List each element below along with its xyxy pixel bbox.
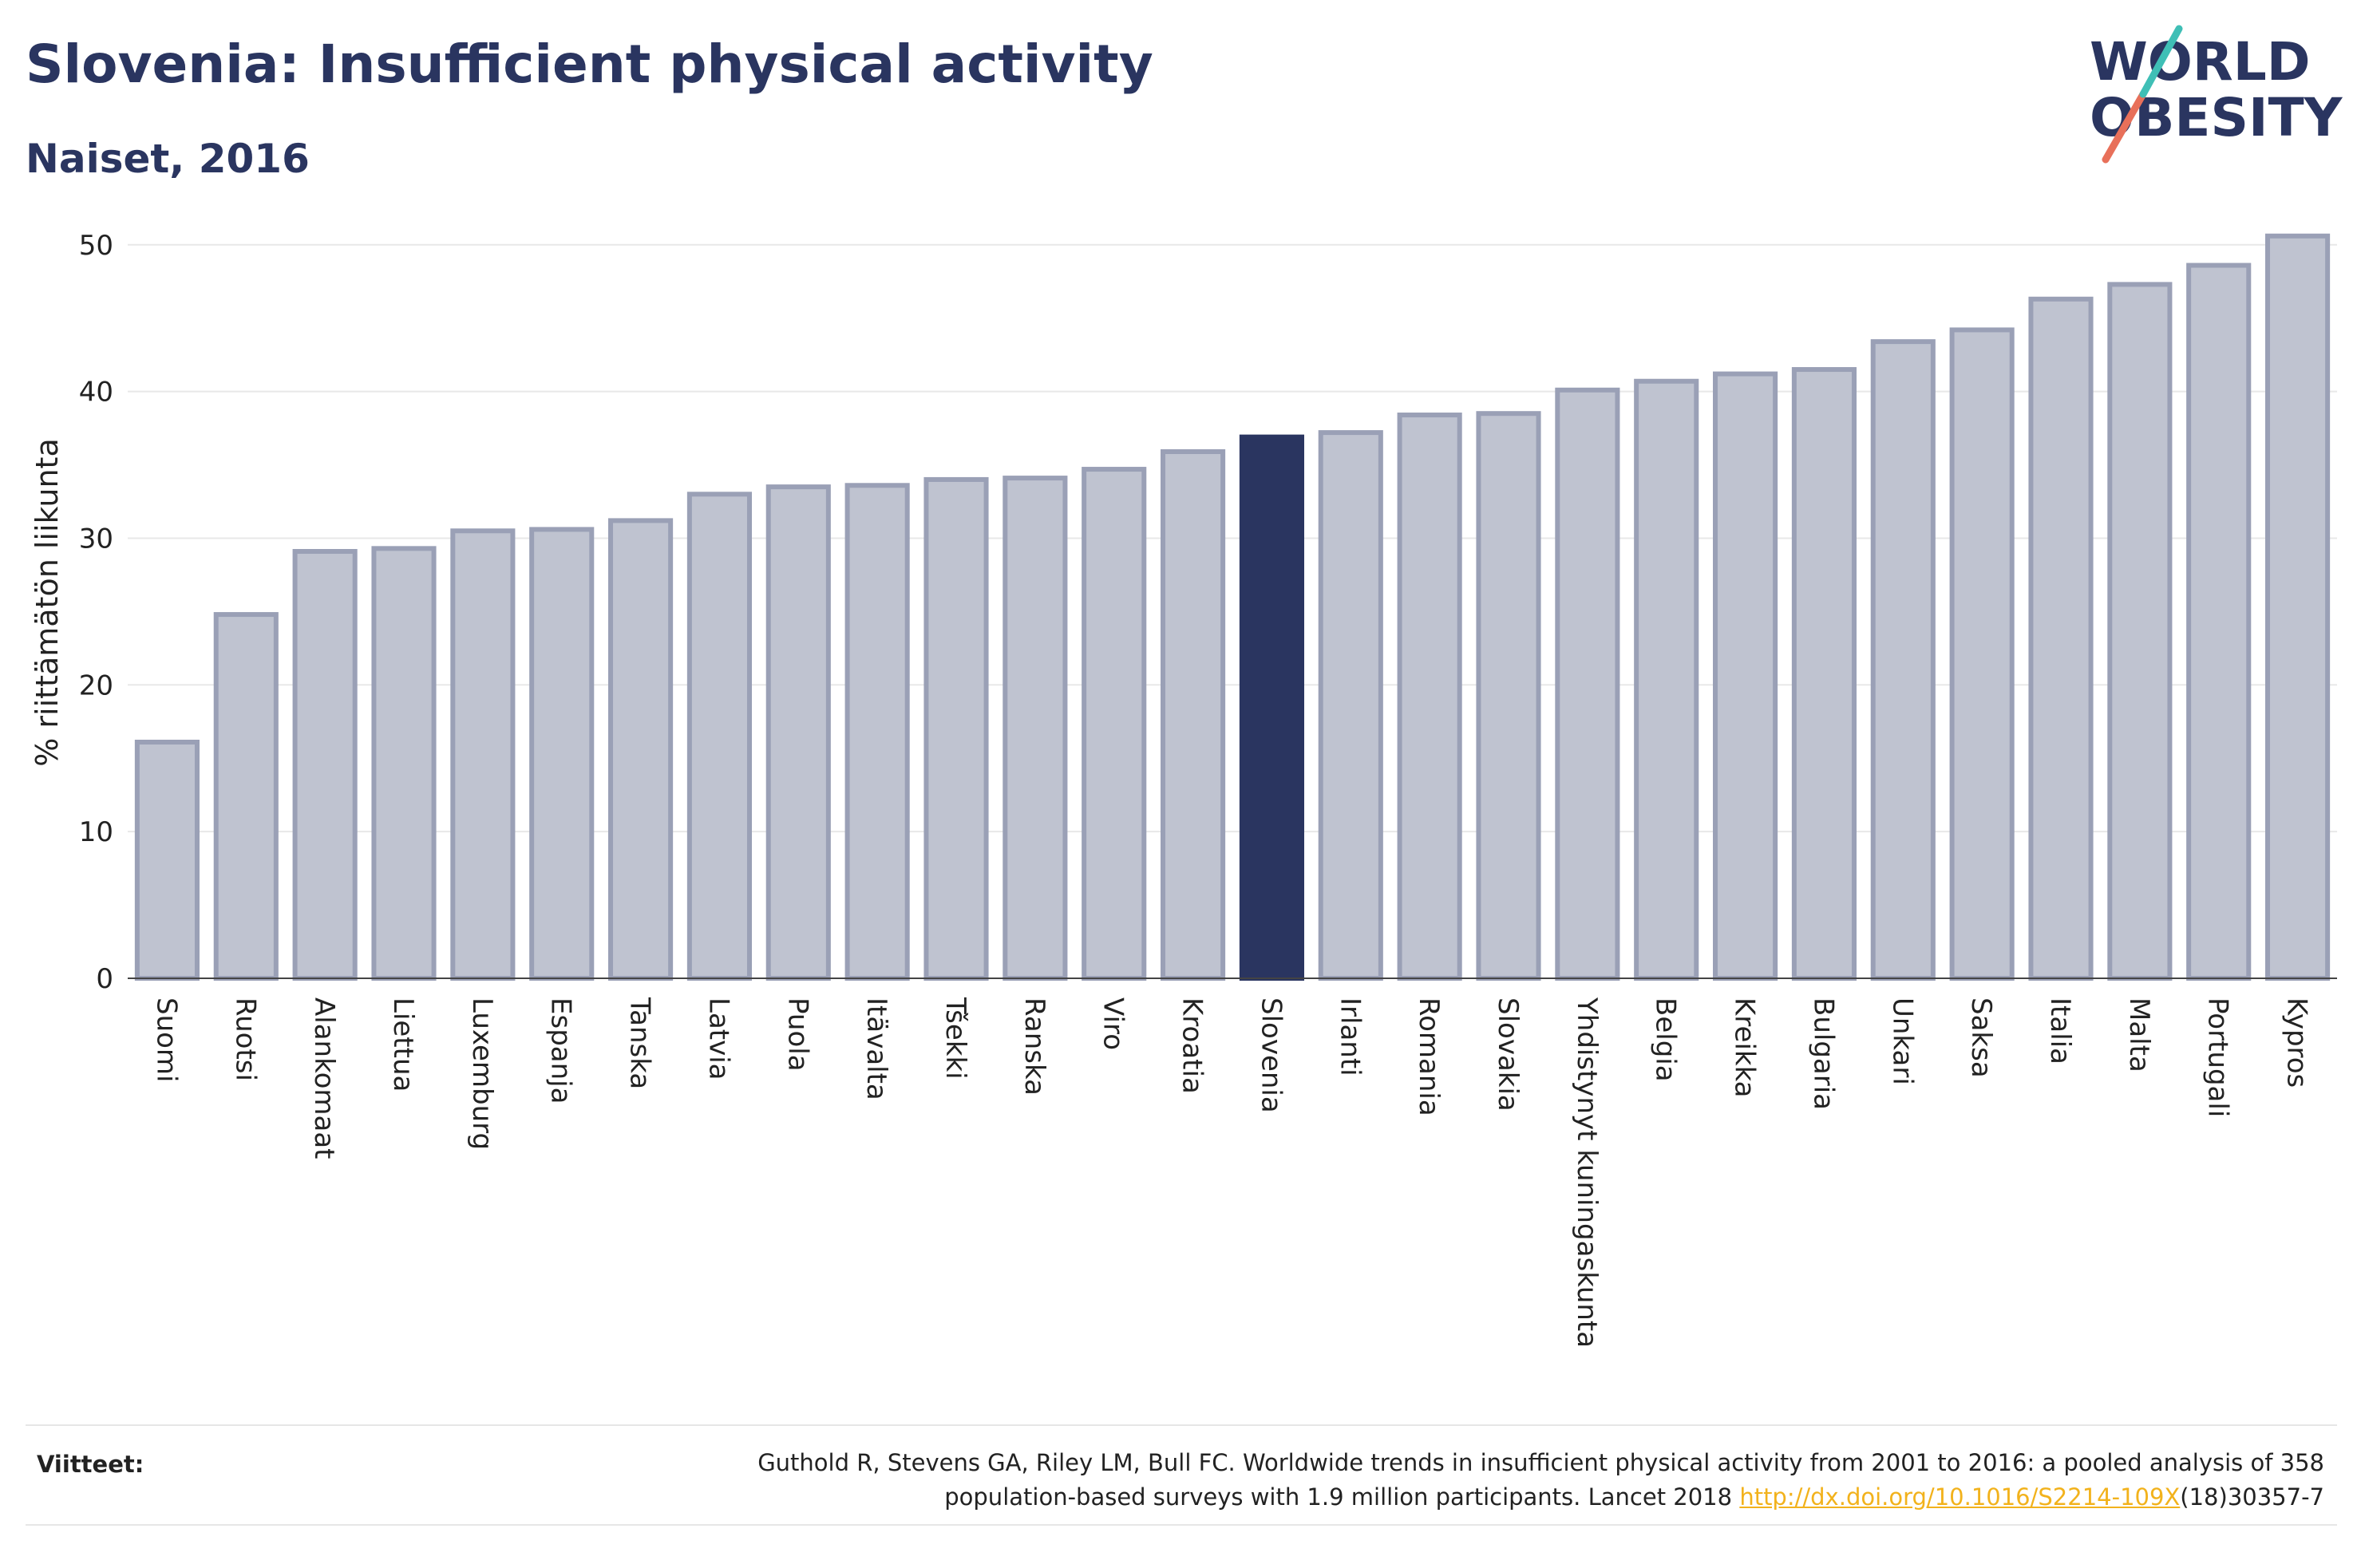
x-axis-labels: Suomi Ruotsi Alankomaat Liettua Luxemburg Esp… [150, 997, 2312, 1348]
x-tick-label: Luxemburg [466, 997, 498, 1150]
page-title: Slovenia: Insufficient physical activity [26, 34, 1153, 95]
footer-divider-top [26, 1424, 2337, 1426]
y-axis-title: % riittämätön liikunta [30, 438, 65, 767]
x-tick-label: Unkari [1886, 997, 1918, 1085]
bar-romania [1397, 413, 1462, 981]
bar-liettua [371, 546, 437, 981]
bar-slovakia [1476, 411, 1541, 981]
x-tick-label: Yhdistynyt kuningaskunta [1571, 997, 1603, 1348]
x-tick-label: Viro [1097, 997, 1129, 1050]
x-tick-label: Puola [781, 997, 813, 1072]
x-tick-label: Irlanti [1334, 997, 1366, 1076]
bar-slovenia [1239, 434, 1304, 981]
reference-line2: population-based surveys with 1.9 millio… [944, 1483, 1740, 1511]
bar-suomi [134, 740, 200, 981]
bar-espanja [529, 527, 595, 981]
x-tick-label: Ranska [1018, 997, 1050, 1096]
logo-line1: WORLD [2090, 31, 2311, 93]
bar-irlanti [1318, 430, 1383, 981]
bar-tanska [608, 518, 674, 981]
x-tick-label: Portugali [2202, 997, 2234, 1117]
bar-puola [765, 484, 831, 981]
x-tick-label: Italia [2044, 997, 2076, 1064]
bar-saksa [1949, 327, 2015, 981]
x-tick-label: Tanska [624, 997, 656, 1089]
bar-portugali [2186, 263, 2252, 981]
x-tick-label: Latvia [702, 997, 734, 1080]
x-tick-label: Saksa [1965, 997, 1997, 1078]
bar-belgia [1634, 378, 1699, 981]
x-tick-label: Belgia [1650, 997, 1682, 1082]
x-tick-label: Ruotsi [229, 997, 261, 1081]
footer-divider-bottom [26, 1524, 2337, 1526]
reference-doi-link[interactable]: http://dx.doi.org/10.1016/S2214-109X [1739, 1483, 2181, 1511]
x-tick-label: Liettua [387, 997, 419, 1092]
reference-line1: Guthold R, Stevens GA, Riley LM, Bull FC… [757, 1449, 2324, 1476]
bar-kreikka [1713, 371, 1778, 981]
y-tick-label: 10 [79, 816, 113, 848]
x-tick-label: Kypros [2281, 997, 2313, 1088]
bar-alankomaat [292, 549, 358, 981]
x-tick-label: Bulgaria [1807, 997, 1839, 1110]
bar-malta [2107, 282, 2173, 981]
x-tick-label: Malta [2123, 997, 2155, 1072]
bar-tšekki [923, 476, 989, 981]
x-tick-label: Tšekki [939, 997, 971, 1080]
x-tick-label: Kroatia [1177, 997, 1208, 1094]
y-tick-label: 30 [79, 523, 113, 555]
bar-ruotsi [213, 612, 279, 981]
bar-itävalta [844, 483, 910, 981]
bar-luxemburg [450, 528, 516, 981]
page-subtitle: Naiset, 2016 [26, 136, 310, 182]
bar-kypros [2265, 233, 2331, 981]
y-tick-label: 40 [79, 377, 113, 409]
bar-viro [1082, 467, 1147, 981]
x-tick-label: Itävalta [860, 997, 892, 1100]
bar-latvia [686, 492, 752, 981]
bar-ranska [1003, 476, 1068, 981]
bar-yhdistynyt-kuningaskunta [1555, 387, 1620, 981]
bar-unkari [1870, 339, 1936, 981]
references-label: Viitteet: [37, 1451, 144, 1478]
bar-kroatia [1161, 448, 1226, 981]
bar-chart: 0 10 20 30 40 50 Suomi Ruotsi Alankomaat Liettua… [30, 230, 2337, 1348]
bar-italia [2028, 296, 2094, 981]
bars [134, 233, 2331, 981]
x-tick-label: Kreikka [1729, 997, 1761, 1098]
x-tick-label: Espanja [545, 997, 577, 1104]
y-axis-ticks: 0 10 20 30 40 50 [79, 230, 113, 995]
x-tick-label: Slovenia [1255, 997, 1287, 1113]
x-tick-label: Suomi [150, 997, 182, 1083]
y-tick-label: 20 [79, 669, 113, 701]
reference-line2-end: (18)30357-7 [2180, 1483, 2324, 1511]
world-obesity-logo: WORLD OBESITY [2090, 25, 2343, 164]
x-tick-label: Slovakia [1492, 997, 1524, 1112]
x-tick-label: Romania [1413, 997, 1445, 1116]
references-text: Guthold R, Stevens GA, Riley LM, Bull FC… [488, 1446, 2324, 1515]
bar-bulgaria [1791, 367, 1857, 981]
y-tick-label: 50 [79, 230, 113, 262]
y-tick-label: 0 [96, 963, 113, 995]
x-tick-label: Alankomaat [308, 997, 340, 1159]
